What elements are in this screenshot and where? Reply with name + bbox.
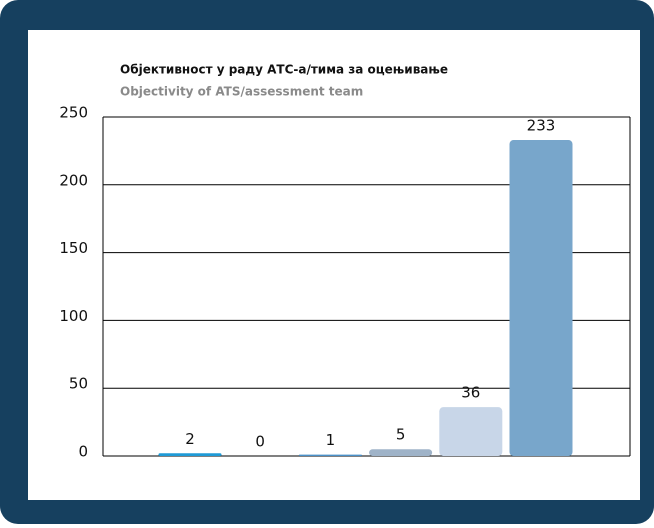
chart-title: Објективност у раду АТС-а/тима за оцењив… xyxy=(120,63,448,77)
chart-subtitle: Objectivity of ATS/assessment team xyxy=(120,85,363,99)
y-tick-label: 250 xyxy=(59,104,88,122)
y-tick-label: 150 xyxy=(59,239,88,257)
value-label: 1 xyxy=(326,431,336,449)
y-tick-label: 0 xyxy=(78,443,88,461)
bar xyxy=(299,455,362,456)
y-tick-label: 200 xyxy=(59,171,88,189)
bar xyxy=(369,449,432,456)
value-label: 2 xyxy=(185,430,195,448)
value-label: 5 xyxy=(396,426,406,444)
value-label: 0 xyxy=(255,433,265,451)
bar xyxy=(439,407,502,456)
bar xyxy=(510,140,573,456)
y-tick-label: 50 xyxy=(69,375,88,393)
value-label: 36 xyxy=(461,384,480,402)
bar xyxy=(159,453,222,456)
value-label: 233 xyxy=(527,117,556,135)
y-tick-label: 100 xyxy=(59,307,88,325)
